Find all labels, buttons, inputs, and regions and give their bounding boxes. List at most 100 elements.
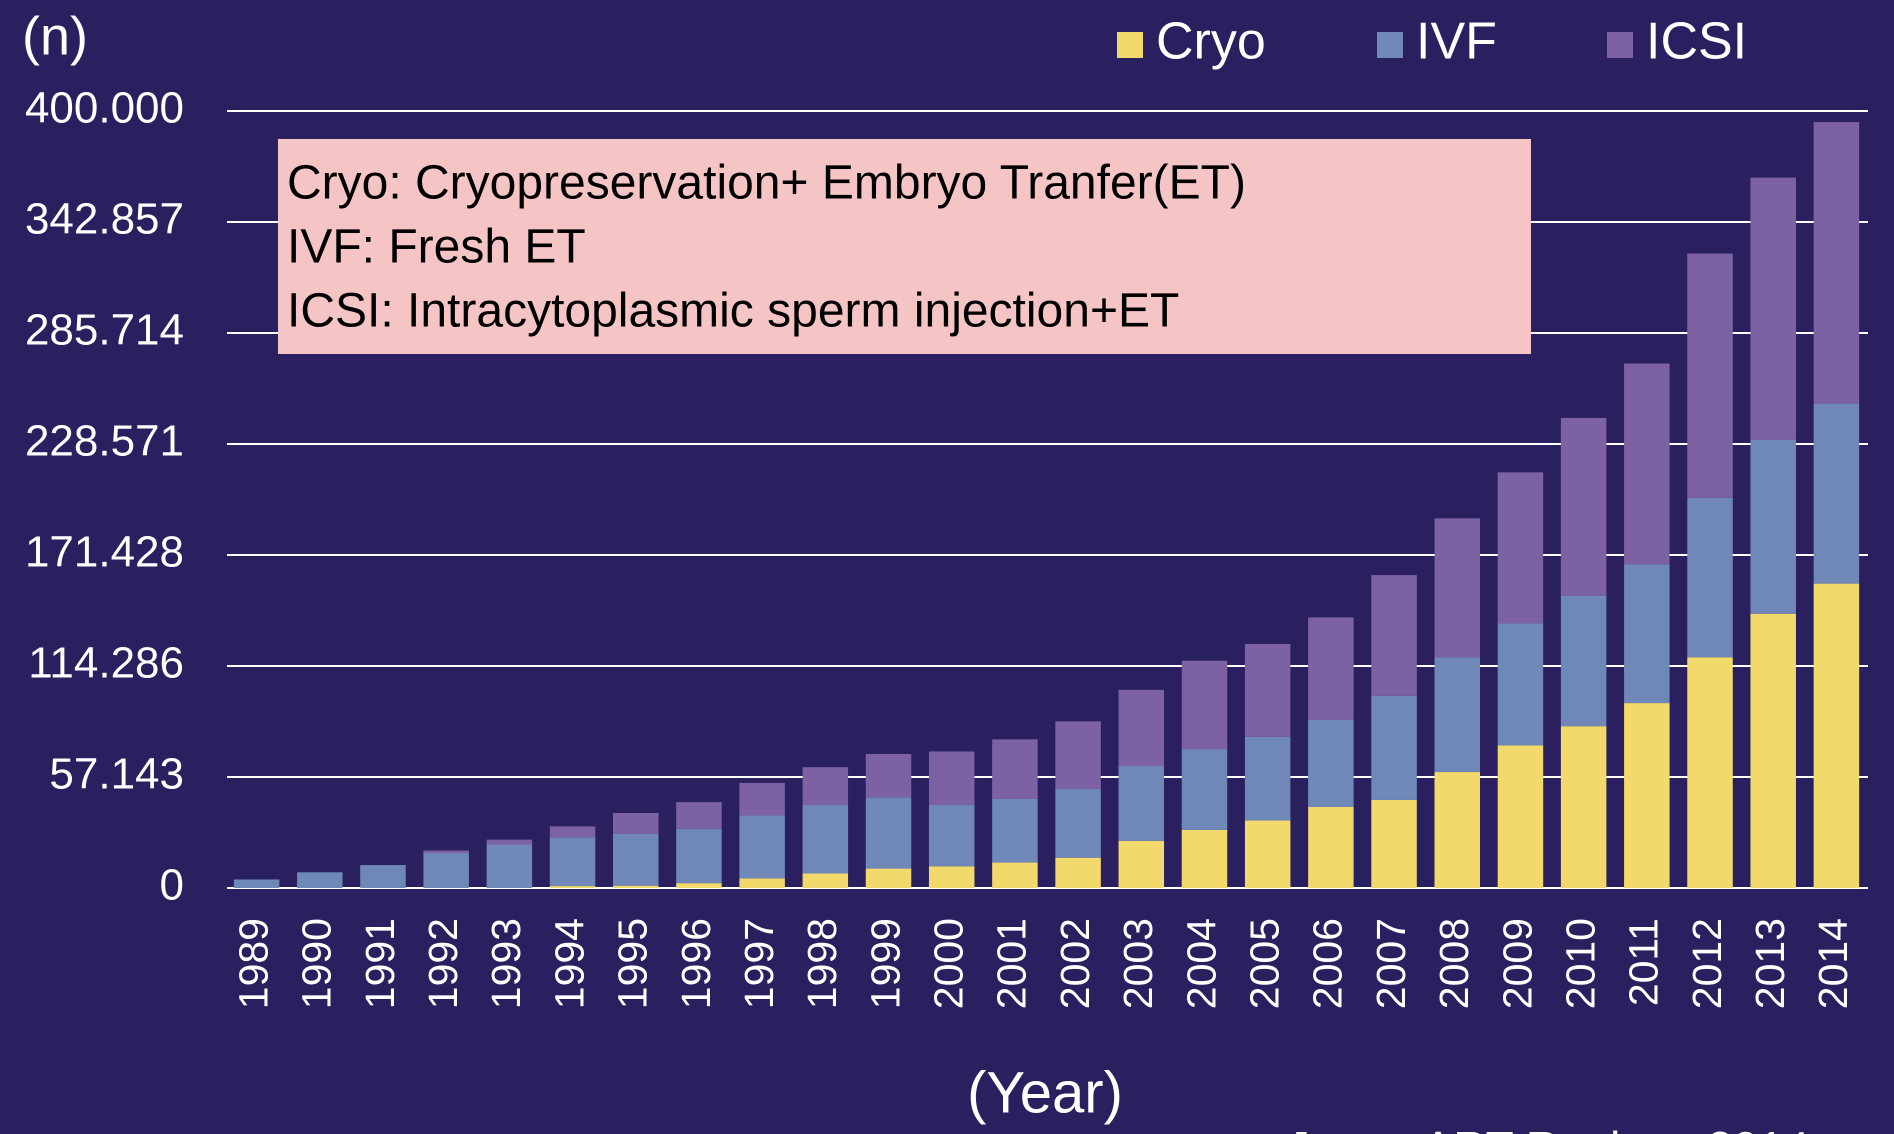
bar-segment (1624, 564, 1670, 704)
bar-segment (1497, 623, 1544, 746)
bar-segment (992, 798, 1038, 863)
bar-segment (676, 883, 722, 888)
annotation-line: ICSI: Intracytoplasmic sperm injection+E… (287, 285, 1179, 338)
bar-segment (1055, 857, 1101, 888)
bar-segment (802, 804, 849, 874)
legend-swatch (1117, 32, 1143, 58)
bar-segment (1624, 703, 1670, 888)
bar-segment (676, 828, 722, 884)
bar-segment (1624, 363, 1670, 565)
bar-segment (1497, 472, 1544, 624)
bar-segment (1371, 799, 1417, 888)
bar-segment (233, 879, 280, 888)
bar-segment (1813, 403, 1860, 584)
bar-segment (1118, 689, 1165, 767)
bar-segment (423, 853, 469, 888)
bar-segment (1055, 721, 1101, 789)
x-axis-label: (Year) (967, 1060, 1123, 1125)
bar-segment (1118, 766, 1165, 841)
y-tick-label: 342.857 (25, 195, 184, 244)
bar-segment (739, 782, 785, 816)
bar-segment (928, 804, 975, 867)
y-tick-label: 171.428 (25, 528, 184, 577)
x-tick-label: 2003 (1115, 918, 1161, 1009)
x-tick-label: 2006 (1305, 918, 1351, 1009)
legend-swatch (1377, 32, 1403, 58)
x-tick-label: 2001 (989, 918, 1035, 1009)
y-tick-label: 228.571 (25, 417, 184, 466)
x-tick-label: 1999 (862, 918, 908, 1009)
x-tick-label: 1992 (420, 918, 466, 1009)
x-tick-label: 2010 (1557, 918, 1603, 1009)
x-tick-label: 2014 (1810, 918, 1856, 1009)
bar-segment (1497, 745, 1544, 888)
bar-segment (297, 872, 343, 888)
legend-label: IVF (1416, 13, 1497, 71)
bar-segment (1750, 613, 1796, 888)
bar-segment (1244, 644, 1291, 737)
bar-segment (549, 837, 596, 887)
x-tick-label: 1991 (357, 918, 403, 1009)
bar-segment (360, 865, 406, 888)
bar-segment (1308, 719, 1354, 807)
bar-segment (1181, 660, 1228, 750)
bar-segment (486, 839, 533, 845)
bar-segment (865, 797, 912, 869)
bar-segment (613, 885, 659, 888)
bar-segment (1055, 788, 1101, 858)
x-tick-label: 1995 (610, 918, 656, 1009)
y-tick-label: 285.714 (25, 306, 184, 355)
bar-segment (1560, 726, 1607, 888)
x-tick-label: 1996 (673, 918, 719, 1009)
bar-segment (865, 868, 912, 888)
x-tick-label: 2002 (1052, 918, 1098, 1009)
annotation-box (278, 139, 1531, 354)
bar-segment (1181, 829, 1228, 888)
y-tick-label: 114.286 (28, 639, 184, 688)
x-tick-label: 1989 (230, 918, 276, 1009)
bar-segment (992, 862, 1038, 888)
legend-label: ICSI (1646, 13, 1747, 71)
x-tick-label: 2005 (1242, 918, 1288, 1009)
bar-segment (1813, 122, 1860, 404)
bar-segment (676, 802, 722, 829)
x-tick-label: 1990 (294, 918, 340, 1009)
x-tick-label: 2011 (1621, 918, 1667, 1006)
bar-segment (1434, 657, 1480, 773)
bar-segment (613, 833, 659, 886)
annotation-line: IVF: Fresh ET (287, 221, 586, 274)
bar-segment (1750, 439, 1796, 614)
x-tick-label: 1994 (546, 918, 592, 1009)
bar-segment (1687, 657, 1733, 888)
annotation-line: Cryo: Cryopreservation+ Embryo Tranfer(E… (287, 157, 1246, 210)
bar-segment (1434, 518, 1480, 658)
bar-segment (1434, 772, 1480, 888)
legend-label: Cryo (1156, 13, 1266, 71)
bar-segment (549, 886, 596, 888)
bar-segment (1560, 417, 1607, 596)
bar-segment (1118, 840, 1165, 888)
bar-segment (549, 826, 596, 838)
bar-segment (928, 866, 975, 888)
y-tick-label: 0 (160, 861, 184, 910)
y-tick-label: 57.143 (49, 750, 184, 799)
y-tick-label: 400.000 (25, 84, 184, 133)
x-tick-label: 2008 (1431, 918, 1477, 1009)
bar-segment (1308, 806, 1354, 888)
source: Japan ART Registry 2014 (1287, 1122, 1810, 1134)
bar-segment (1687, 253, 1733, 498)
x-tick-label: 1993 (483, 918, 529, 1009)
bar-segment (1181, 749, 1228, 830)
bar-segment (802, 767, 849, 805)
bar-segment (1813, 583, 1860, 888)
bar-segment (423, 850, 469, 854)
x-tick-label: 2000 (926, 918, 972, 1009)
bar-segment (1750, 177, 1796, 440)
x-tick-label: 2007 (1368, 918, 1414, 1009)
bar-segment (613, 813, 659, 834)
x-tick-label: 2009 (1494, 918, 1540, 1009)
bar-segment (992, 739, 1038, 799)
bar-segment (1371, 695, 1417, 800)
bar-segment (1308, 617, 1354, 720)
